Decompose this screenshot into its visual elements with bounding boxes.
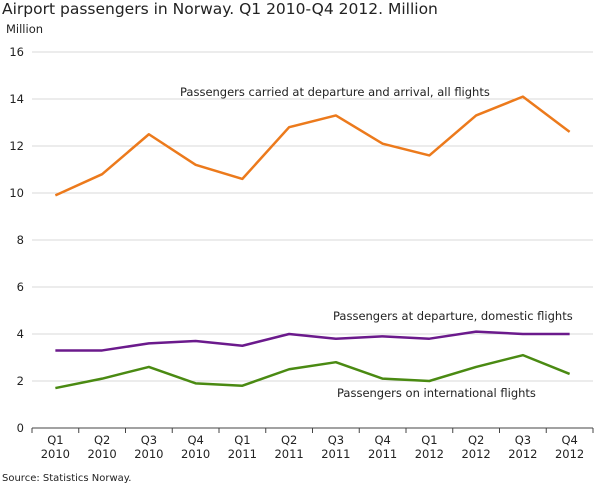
x-tick-label-quarter: Q4 <box>187 433 203 447</box>
x-tick-label-year: 2011 <box>321 447 350 461</box>
y-tick-label: 12 <box>9 139 24 153</box>
x-tick-label-year: 2010 <box>87 447 116 461</box>
x-tick-label-quarter: Q2 <box>281 433 297 447</box>
y-tick-label: 6 <box>17 280 24 294</box>
x-tick-label-quarter: Q1 <box>421 433 437 447</box>
y-axis-label: Million <box>6 22 44 36</box>
series-label-1: Passengers at departure, domestic flight… <box>333 309 573 323</box>
series-line-0 <box>54 95 571 197</box>
chart-title: Airport passengers in Norway. Q1 2010-Q4… <box>2 0 438 18</box>
series-line-1 <box>55 330 570 352</box>
x-tick-label-quarter: Q3 <box>328 433 344 447</box>
y-tick-label: 10 <box>9 186 24 200</box>
series-label-2: Passengers on international flights <box>337 386 536 400</box>
series-line-2 <box>55 353 571 390</box>
x-tick-label-year: 2010 <box>41 447 70 461</box>
x-tick-label-year: 2012 <box>555 447 584 461</box>
x-tick-label-quarter: Q3 <box>515 433 531 447</box>
x-tick-label-quarter: Q4 <box>374 433 390 447</box>
y-tick-label: 2 <box>17 374 24 388</box>
x-tick-label-year: 2011 <box>274 447 303 461</box>
x-tick-label-year: 2012 <box>461 447 490 461</box>
y-tick-label: 16 <box>9 45 24 59</box>
y-tick-label: 4 <box>17 327 24 341</box>
x-tick-label-quarter: Q1 <box>47 433 63 447</box>
x-tick-label-quarter: Q2 <box>94 433 110 447</box>
x-tick-label-quarter: Q2 <box>468 433 484 447</box>
x-tick-label-year: 2010 <box>134 447 163 461</box>
x-tick-label-year: 2011 <box>228 447 257 461</box>
x-tick-label-year: 2010 <box>181 447 210 461</box>
x-tick-label-quarter: Q1 <box>234 433 250 447</box>
x-tick-label-year: 2011 <box>368 447 397 461</box>
x-tick-label-quarter: Q3 <box>141 433 157 447</box>
x-tick-label-year: 2012 <box>415 447 444 461</box>
y-tick-label: 8 <box>17 233 24 247</box>
x-tick-label-year: 2012 <box>508 447 537 461</box>
y-tick-label: 14 <box>9 92 24 106</box>
y-tick-label: 0 <box>17 421 24 435</box>
source-note: Source: Statistics Norway. <box>2 473 132 484</box>
series-label-0: Passengers carried at departure and arri… <box>180 85 490 99</box>
x-tick-label-quarter: Q4 <box>561 433 577 447</box>
